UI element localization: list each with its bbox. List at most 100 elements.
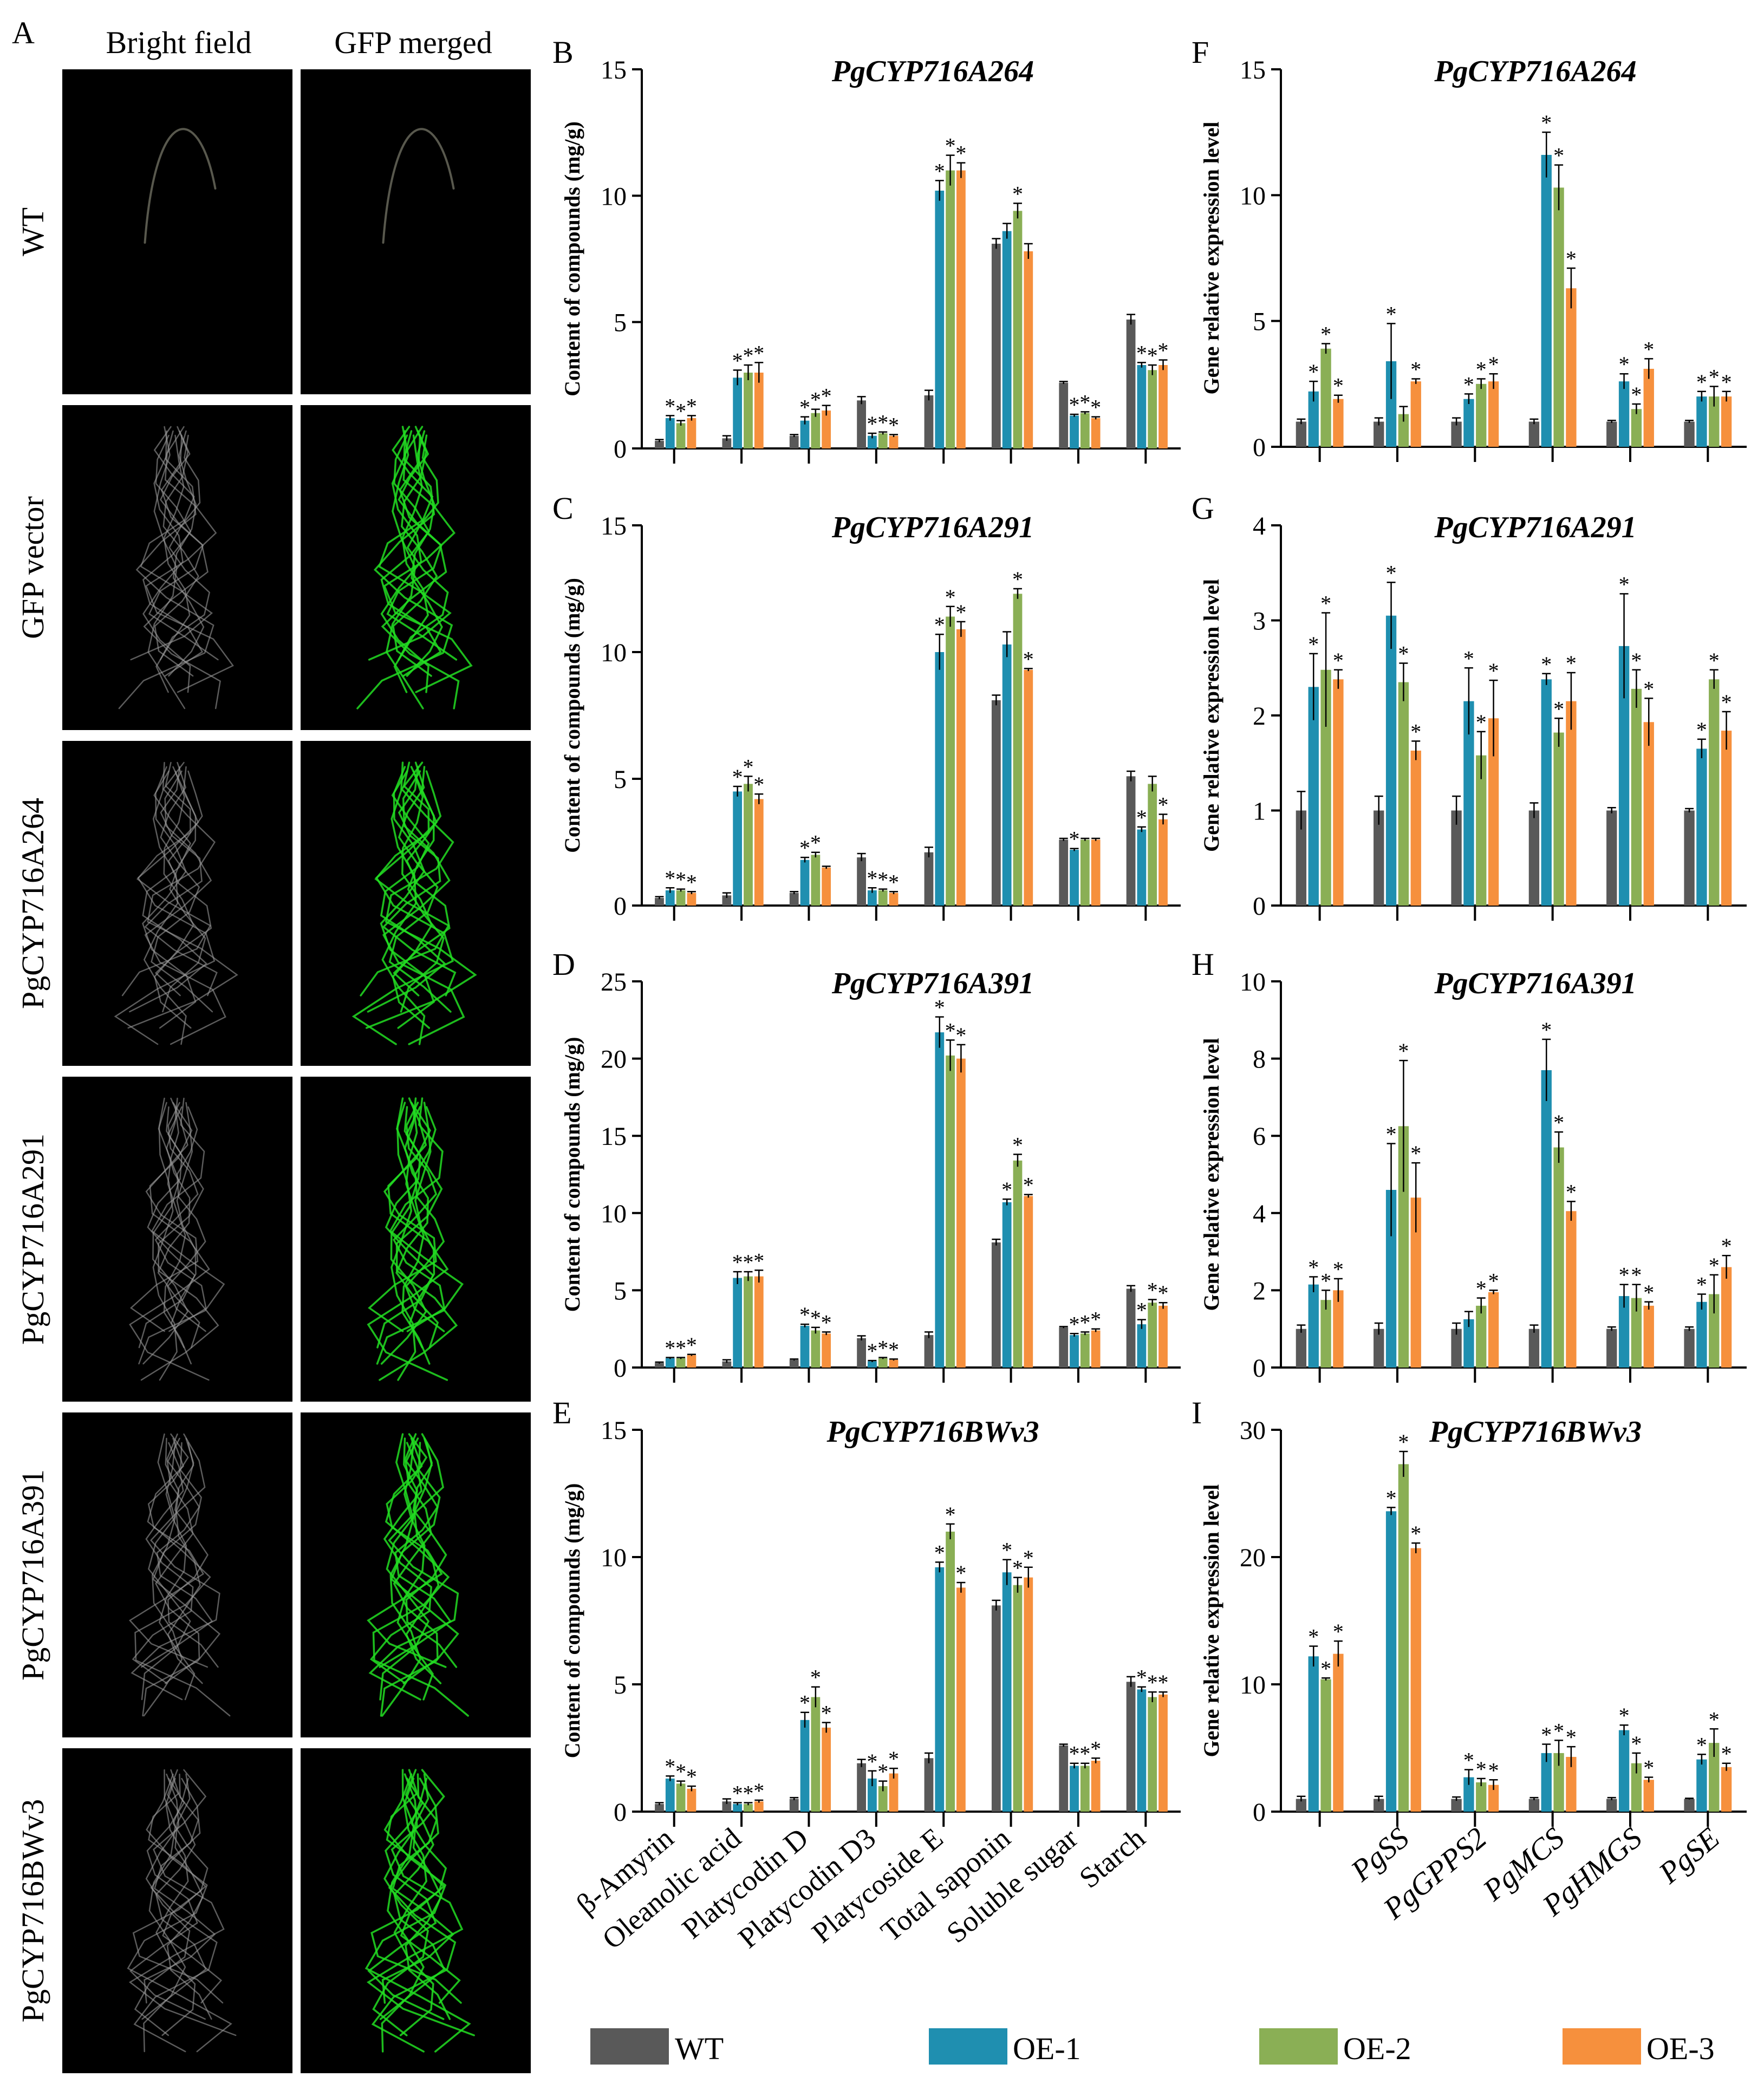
legend-label-oe3: OE-3 xyxy=(1646,2031,1715,2066)
significance-mark: * xyxy=(1463,646,1474,670)
panel-label: G xyxy=(1192,491,1214,526)
bar-wt-6 xyxy=(1059,1745,1069,1812)
significance-mark: * xyxy=(1023,1546,1034,1570)
legend-swatch-wt xyxy=(590,2028,669,2065)
bar-wt-0 xyxy=(1296,1799,1307,1812)
panel-label: E xyxy=(552,1395,571,1430)
bar-oe-2-1 xyxy=(1398,414,1409,447)
bar-oe-3-2 xyxy=(822,867,831,906)
bar-oe-2-3 xyxy=(1553,1147,1564,1368)
significance-mark: * xyxy=(1023,647,1034,671)
bar-wt-4 xyxy=(924,1758,934,1812)
chart-title: PgCYP716A264 xyxy=(831,55,1034,88)
bar-oe-1-3 xyxy=(1541,1753,1552,1812)
bar-wt-3 xyxy=(857,1338,866,1368)
significance-mark: * xyxy=(743,1250,753,1274)
bar-wt-0 xyxy=(655,1363,664,1368)
significance-mark: * xyxy=(1463,1748,1474,1772)
bar-oe-1-4 xyxy=(935,1032,945,1368)
bar-wt-1 xyxy=(1374,810,1384,906)
legend-label-wt: WT xyxy=(675,2031,724,2066)
chart-f: F PgCYP716A264 Gene relative expression le… xyxy=(1192,35,1747,462)
y-tick-label: 2 xyxy=(1253,702,1266,731)
significance-mark: * xyxy=(821,384,832,408)
bar-oe-2-6 xyxy=(1080,839,1090,906)
significance-mark: * xyxy=(1643,1756,1654,1780)
bar-oe-2-4 xyxy=(946,1055,955,1368)
significance-mark: * xyxy=(1643,676,1654,701)
bar-oe-1-7 xyxy=(1137,829,1147,906)
significance-mark: * xyxy=(753,772,764,797)
bar-oe-1-2 xyxy=(1463,701,1474,906)
bar-oe-3-0 xyxy=(687,1788,697,1812)
significance-mark: * xyxy=(1553,696,1564,721)
bar-oe-3-6 xyxy=(1091,418,1101,448)
significance-mark: * xyxy=(1079,1310,1090,1334)
significance-mark: * xyxy=(867,412,877,436)
significance-mark: * xyxy=(1476,710,1487,734)
bar-oe-3-3 xyxy=(889,1359,899,1368)
bar-oe-3-5 xyxy=(1721,1767,1732,1812)
significance-mark: * xyxy=(1320,322,1331,346)
significance-mark: * xyxy=(675,399,686,424)
bar-oe-1-0 xyxy=(1308,1284,1319,1368)
bar-oe-3-2 xyxy=(822,411,831,448)
bar-oe-1-6 xyxy=(1070,1766,1079,1812)
significance-mark: * xyxy=(1566,651,1577,675)
significance-mark: * xyxy=(1386,1486,1397,1510)
bar-oe-1-1 xyxy=(1385,1190,1397,1368)
bar-oe-3-2 xyxy=(822,1333,831,1368)
significance-mark: * xyxy=(1147,1278,1158,1303)
root-drawing xyxy=(367,1433,469,1717)
y-axis-label: Content of compounds (mg/g) xyxy=(560,121,584,396)
significance-mark: * xyxy=(665,1336,675,1360)
bar-oe-2-3 xyxy=(878,1786,888,1812)
bar-wt-6 xyxy=(1059,1327,1069,1368)
significance-mark: * xyxy=(821,1701,832,1726)
bar-oe-1-2 xyxy=(800,1720,810,1812)
significance-mark: * xyxy=(888,1747,899,1771)
significance-mark: * xyxy=(810,1306,821,1330)
bar-oe-3-1 xyxy=(1410,381,1421,447)
bar-oe-1-4 xyxy=(1618,646,1630,906)
significance-mark: * xyxy=(1631,382,1642,407)
bar-oe-1-3 xyxy=(1541,154,1552,447)
significance-mark: * xyxy=(1631,1263,1642,1287)
y-tick-label: 20 xyxy=(601,1045,627,1074)
significance-mark: * xyxy=(1333,648,1344,673)
bar-oe-1-6 xyxy=(1070,1335,1079,1368)
bar-oe-2-2 xyxy=(811,413,821,448)
bar-wt-3 xyxy=(857,400,866,448)
significance-mark: * xyxy=(877,411,888,435)
significance-mark: * xyxy=(1619,1263,1630,1287)
bar-oe-2-4 xyxy=(1631,1763,1642,1812)
bar-oe-2-7 xyxy=(1148,1303,1157,1368)
bar-oe-3-1 xyxy=(754,1276,764,1368)
bar-oe-3-3 xyxy=(1566,288,1577,447)
y-tick-label: 10 xyxy=(601,1544,627,1572)
significance-mark: * xyxy=(1386,302,1397,326)
significance-mark: * xyxy=(1333,1257,1344,1281)
bar-oe-2-6 xyxy=(1080,413,1090,448)
significance-mark: * xyxy=(1147,1670,1158,1695)
bar-oe-1-5 xyxy=(1002,1202,1012,1368)
significance-mark: * xyxy=(867,866,877,890)
bar-oe-2-2 xyxy=(811,1330,821,1368)
bar-wt-5 xyxy=(991,700,1001,906)
significance-mark: * xyxy=(1386,561,1397,585)
bar-oe-2-0 xyxy=(1320,1679,1331,1812)
y-tick-label: 2 xyxy=(1253,1277,1266,1305)
significance-mark: * xyxy=(810,1665,821,1690)
panel-a-label: A xyxy=(12,15,35,50)
bar-oe-1-4 xyxy=(935,1567,945,1812)
significance-mark: * xyxy=(1012,181,1023,206)
bar-oe-1-0 xyxy=(1308,1656,1319,1812)
significance-mark: * xyxy=(1398,1430,1409,1454)
significance-mark: * xyxy=(1308,1255,1319,1279)
significance-mark: * xyxy=(1136,1298,1147,1323)
bar-oe-3-5 xyxy=(1721,1267,1732,1368)
significance-mark: * xyxy=(1386,1122,1397,1146)
bar-oe-3-4 xyxy=(956,1058,966,1368)
bar-wt-4 xyxy=(1606,1329,1617,1368)
significance-mark: * xyxy=(732,1781,743,1806)
